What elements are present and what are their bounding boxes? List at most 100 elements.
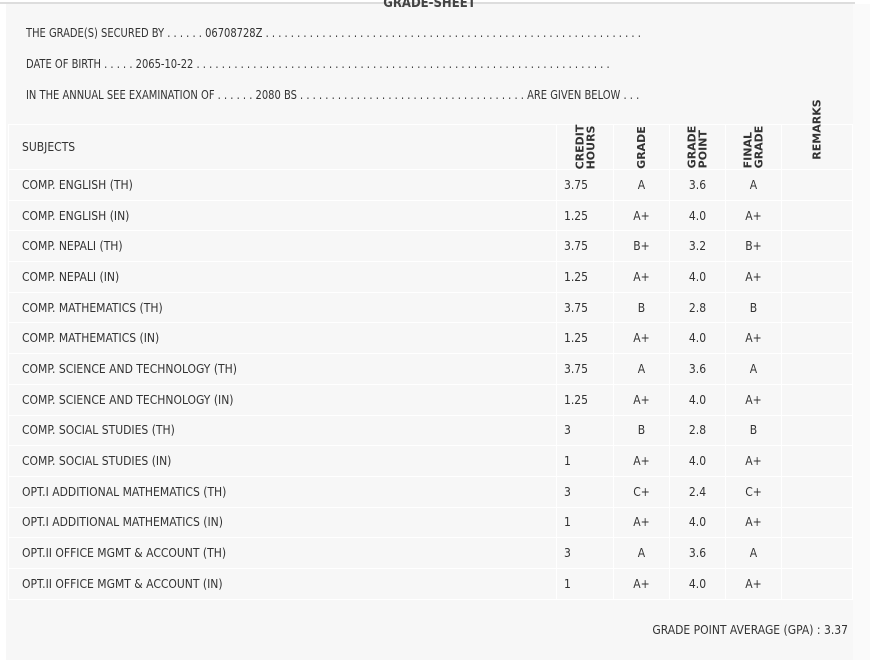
subject-cell: COMP. ENGLISH (TH) [8,169,557,201]
grade-point-cell: 3.2 [669,230,726,263]
credit-hours-cell: 1.25 [556,261,614,293]
grade-cell: A [613,169,670,201]
credit-hours-cell: 1 [556,445,614,477]
dob-line: DATE OF BIRTH . . . . . 2065-10-22 . . .… [26,57,610,71]
header-remarks: REMARKS [781,99,853,170]
credit-hours-cell: 3.75 [556,353,614,385]
remarks-cell [781,353,853,385]
remarks-cell [781,445,853,477]
grade-point-cell: 3.6 [669,169,726,201]
grade-cell: A+ [613,445,670,477]
right-margin [853,4,870,660]
credit-hours-cell: 1.25 [556,383,614,416]
subject-cell: COMP. MATHEMATICS (IN) [8,322,557,355]
header-credit-hours: CREDIT HOURS [556,124,614,170]
grade-point-cell: 4.0 [669,199,726,232]
credit-hours-cell: 1 [556,567,614,600]
final-grade-cell: A+ [725,261,782,293]
header-grade-point: GRADE POINT [669,124,726,170]
grade-cell: B [613,414,670,447]
grade-point-cell: 4.0 [669,322,726,355]
credit-hours-cell: 3.75 [556,169,614,201]
table-row: OPT.I ADDITIONAL MATHEMATICS (TH) 3 C+ 2.4 C… [8,475,853,508]
grade-cell: C+ [613,475,670,508]
credit-hours-cell: 3 [556,537,614,569]
final-grade-cell: A+ [725,506,782,539]
table-row: COMP. ENGLISH (IN) 1.25 A+ 4.0 A+ [8,199,853,232]
credit-hours-cell: 3 [556,414,614,447]
final-grade-cell: A+ [725,567,782,600]
subject-cell: COMP. SOCIAL STUDIES (IN) [8,445,557,477]
grade-cell: A+ [613,261,670,293]
subject-cell: OPT.II OFFICE MGMT & ACCOUNT (TH) [8,537,557,569]
remarks-cell [781,537,853,569]
top-divider [0,2,855,4]
credit-hours-cell: 1.25 [556,199,614,232]
credit-hours-cell: 3.75 [556,291,614,324]
grade-point-cell: 2.8 [669,414,726,447]
sheet-title: GRADE-SHEET [383,0,476,11]
grade-point-cell: 2.8 [669,291,726,324]
credit-hours-cell: 1 [556,506,614,539]
subject-cell: OPT.I ADDITIONAL MATHEMATICS (IN) [8,506,557,539]
remarks-cell [781,261,853,293]
grade-point-cell: 4.0 [669,261,726,293]
gpa-summary: GRADE POINT AVERAGE (GPA) : 3.37 [652,623,848,637]
table-row: COMP. SCIENCE AND TECHNOLOGY (TH) 3.75 A 3.… [8,353,853,385]
remarks-cell [781,475,853,508]
table-row: COMP. NEPALI (IN) 1.25 A+ 4.0 A+ [8,261,853,293]
credit-hours-cell: 1.25 [556,322,614,355]
table-row: OPT.II OFFICE MGMT & ACCOUNT (TH) 3 A 3.6 A [8,537,853,569]
table-row: COMP. MATHEMATICS (IN) 1.25 A+ 4.0 A+ [8,322,853,355]
final-grade-cell: B [725,291,782,324]
secured-by-line: THE GRADE(S) SECURED BY . . . . . . 0670… [26,26,641,40]
remarks-cell [781,506,853,539]
subject-cell: OPT.II OFFICE MGMT & ACCOUNT (IN) [8,567,557,600]
header-grade: GRADE [613,124,670,170]
final-grade-cell: B [725,414,782,447]
subject-cell: COMP. NEPALI (IN) [8,261,557,293]
final-grade-cell: A [725,353,782,385]
table-row: OPT.I ADDITIONAL MATHEMATICS (IN) 1 A+ 4.0 A… [8,506,853,539]
remarks-cell [781,322,853,355]
grade-point-cell: 4.0 [669,445,726,477]
final-grade-cell: A+ [725,199,782,232]
remarks-cell [781,567,853,600]
grade-cell: A+ [613,383,670,416]
final-grade-cell: A+ [725,322,782,355]
table-header: SUBJECTS CREDIT HOURS GRADE GRADE POINT FI… [8,99,853,170]
grade-cell: A [613,353,670,385]
grades-table: SUBJECTS CREDIT HOURS GRADE GRADE POINT FI… [8,99,853,600]
remarks-cell [781,199,853,232]
grade-cell: B [613,291,670,324]
grade-cell: A+ [613,506,670,539]
subject-cell: COMP. SCIENCE AND TECHNOLOGY (TH) [8,353,557,385]
table-row: COMP. NEPALI (TH) 3.75 B+ 3.2 B+ [8,230,853,263]
grade-point-cell: 3.6 [669,353,726,385]
table-row: COMP. ENGLISH (TH) 3.75 A 3.6 A [8,169,853,201]
grade-cell: A+ [613,567,670,600]
remarks-cell [781,169,853,201]
grade-sheet: GRADE-SHEET THE GRADE(S) SECURED BY . . … [6,0,853,660]
final-grade-cell: B+ [725,230,782,263]
table-row: COMP. MATHEMATICS (TH) 3.75 B 2.8 B [8,291,853,324]
header-final-grade: FINAL GRADE [725,124,782,170]
remarks-cell [781,291,853,324]
remarks-cell [781,230,853,263]
credit-hours-cell: 3.75 [556,230,614,263]
final-grade-cell: A [725,537,782,569]
subject-cell: COMP. ENGLISH (IN) [8,199,557,232]
header-subjects: SUBJECTS [8,124,557,170]
grade-point-cell: 4.0 [669,383,726,416]
subject-cell: COMP. SCIENCE AND TECHNOLOGY (IN) [8,383,557,416]
grade-cell: A+ [613,322,670,355]
subject-cell: COMP. MATHEMATICS (TH) [8,291,557,324]
grade-cell: A+ [613,199,670,232]
exam-line: IN THE ANNUAL SEE EXAMINATION OF . . . .… [26,88,640,102]
table-row: OPT.II OFFICE MGMT & ACCOUNT (IN) 1 A+ 4.0 A… [8,567,853,600]
grade-point-cell: 4.0 [669,567,726,600]
final-grade-cell: C+ [725,475,782,508]
table-row: COMP. SOCIAL STUDIES (IN) 1 A+ 4.0 A+ [8,445,853,477]
credit-hours-cell: 3 [556,475,614,508]
subject-cell: COMP. NEPALI (TH) [8,230,557,263]
